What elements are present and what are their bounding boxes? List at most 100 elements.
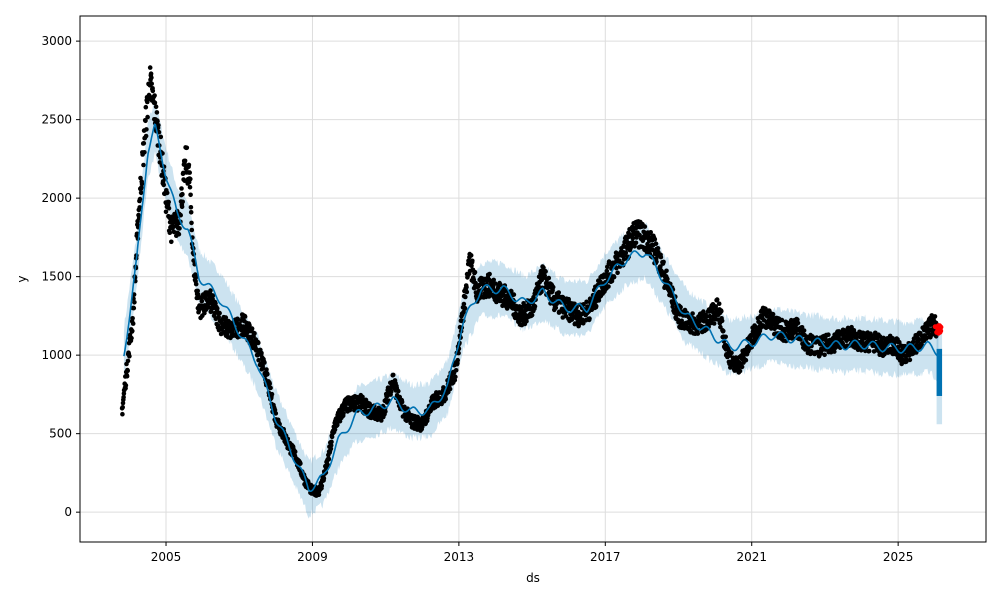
observed-point (242, 314, 248, 319)
observed-point (180, 199, 185, 205)
observed-point (642, 224, 648, 229)
observed-point (498, 282, 503, 288)
observed-point (131, 305, 137, 311)
observed-point (737, 368, 743, 374)
x-tick-label: 2017 (590, 550, 621, 564)
x-tick-label: 2025 (883, 550, 914, 564)
observed-point (129, 335, 134, 341)
y-tick-label: 1500 (41, 270, 72, 284)
observed-point (553, 305, 559, 311)
observed-point (210, 293, 216, 298)
observed-point (152, 100, 158, 105)
observed-point (832, 349, 837, 354)
observed-point (260, 366, 266, 371)
observed-point (179, 204, 185, 210)
observed-point (826, 332, 831, 338)
observed-point (661, 259, 666, 265)
observed-point (141, 141, 147, 146)
observed-point (723, 334, 728, 340)
observed-point (247, 323, 252, 328)
observed-point (138, 175, 143, 181)
observed-point (714, 297, 720, 302)
observed-point (770, 311, 776, 317)
observed-point (141, 162, 146, 168)
observed-point (447, 386, 453, 392)
observed-point (550, 284, 556, 290)
observed-point (259, 350, 264, 356)
observed-point (139, 181, 145, 187)
observed-point (907, 357, 913, 363)
observed-point (648, 230, 653, 235)
observed-point (566, 296, 571, 302)
observed-point (158, 134, 164, 140)
observed-point (161, 182, 166, 188)
observed-point (464, 284, 469, 290)
y-tick-label: 0 (64, 505, 72, 519)
observed-point (623, 250, 629, 255)
observed-point (252, 331, 257, 336)
observed-point (739, 364, 745, 370)
x-tick-label: 2021 (736, 550, 767, 564)
x-axis-label: ds (526, 571, 540, 585)
x-axis-ticks: 2005 2009 2013 2017 2021 2025 (151, 542, 914, 564)
observed-point (170, 224, 176, 230)
observed-point (615, 270, 620, 276)
observed-point (587, 316, 592, 321)
observed-point (743, 357, 749, 363)
observed-point (801, 328, 807, 333)
observed-point (188, 210, 194, 215)
observed-point (716, 301, 722, 307)
observed-point (503, 288, 509, 294)
observed-point (604, 268, 610, 274)
observed-point (546, 275, 552, 281)
observed-point (145, 114, 150, 120)
observed-point (268, 385, 273, 391)
observed-point (177, 226, 182, 231)
observed-point (137, 205, 142, 210)
observed-point (137, 196, 143, 202)
observed-point (653, 241, 659, 246)
y-axis-ticks: 0 500 1000 1500 2000 2500 3000 (41, 34, 80, 519)
observed-point (143, 133, 149, 139)
observed-point (670, 304, 675, 310)
grid (80, 16, 986, 542)
y-tick-label: 500 (49, 427, 72, 441)
observed-point (335, 422, 340, 428)
observed-point (267, 381, 273, 387)
observed-point (166, 206, 172, 211)
observed-point (143, 104, 149, 110)
observed-point (593, 303, 599, 309)
observed-point (614, 265, 619, 271)
observed-point (529, 312, 535, 318)
observed-point (719, 308, 724, 314)
observed-point (134, 231, 140, 237)
observed-point (179, 186, 184, 191)
observed-point (789, 317, 794, 323)
observed-point (216, 314, 221, 320)
observed-point (265, 372, 270, 377)
observed-point (328, 446, 334, 452)
observed-point (521, 301, 526, 306)
observed-point (319, 483, 325, 489)
observed-point (188, 205, 194, 210)
observed-point (147, 93, 152, 99)
observed-point (633, 240, 639, 246)
observed-point (524, 318, 529, 324)
observed-point (328, 443, 334, 448)
observed-point (144, 127, 149, 132)
observed-point (269, 391, 275, 397)
observed-point (916, 337, 922, 342)
x-tick-label: 2009 (297, 550, 328, 564)
observed-point (164, 190, 170, 196)
observed-point (341, 410, 346, 416)
plot-frame (79, 15, 987, 543)
observed-point (866, 348, 872, 354)
observed-point (256, 357, 261, 363)
observed-point (184, 145, 190, 151)
observed-point (609, 278, 615, 284)
observed-point (125, 358, 131, 364)
observed-point (542, 273, 547, 279)
observed-point (152, 93, 157, 98)
observed-point (153, 104, 159, 109)
observed-point (463, 294, 468, 300)
